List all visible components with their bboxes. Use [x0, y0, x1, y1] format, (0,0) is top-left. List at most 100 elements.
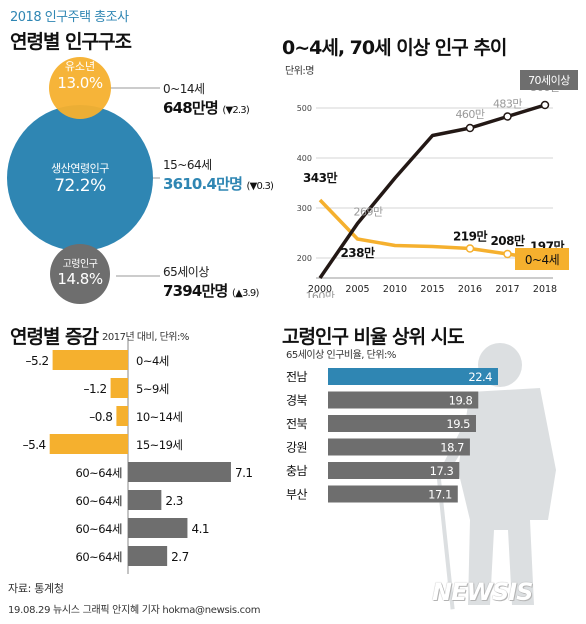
bar-value-5: 2.3: [165, 494, 183, 508]
bar-category-5: 60~64세: [76, 494, 122, 508]
bar-row-3: –5.4 15~19세: [23, 434, 183, 454]
legend-0-4-box: [515, 248, 569, 270]
ratio-bar-0: [328, 368, 498, 385]
elderly-circle-label: 고령인구 14.8%: [50, 255, 110, 288]
elderly-value: 7394만명: [163, 282, 228, 300]
bar-6: [128, 518, 188, 538]
label-70plus-2017: 483만: [493, 98, 522, 111]
structure-title: 연령별 인구구조: [10, 31, 132, 53]
youth-range: 0~14세: [163, 82, 205, 96]
ratio-row-0: 전남 22.4: [286, 368, 498, 385]
ratio-title: 고령인구 비율 상위 시도: [282, 326, 465, 348]
bar-row-4: 60~64세 7.1: [76, 462, 253, 482]
trend-line-chart: 200 300 400 500 2000 2005 2010 2015 2016 2017 2018…: [297, 70, 578, 298]
ratio-category-4: 충남: [286, 464, 308, 478]
bar-0: [52, 350, 128, 370]
elderly-label: 고령인구: [62, 259, 98, 270]
bar-value-6: 4.1: [191, 522, 209, 536]
ratio-value-0: 22.4: [468, 370, 492, 384]
point-0-4-2016: [465, 244, 475, 253]
bar-value-0: –5.2: [26, 354, 49, 368]
bar-row-2: –0.8 10~14세: [89, 406, 183, 426]
change-title: 연령별 증감: [10, 326, 99, 348]
bar-category-4: 60~64세: [76, 466, 122, 480]
working-age-circle: [7, 105, 153, 251]
ratio-bar-5: [328, 485, 458, 503]
label-0-4-2000: 343만: [303, 170, 338, 185]
ratio-bar-1: [328, 391, 479, 409]
credit-line: 19.08.29 뉴시스 그래픽 안지혜 기자 hokma@newsis.com: [8, 605, 261, 616]
youth-change: (▼2.3): [222, 105, 249, 116]
legend-70plus-text: 70세이상: [528, 74, 570, 87]
bar-7: [128, 546, 168, 566]
bar-1: [110, 378, 128, 398]
legend-0-4: 0~4세: [515, 248, 569, 270]
working-label: 생산연령인구: [51, 162, 109, 175]
bar-2: [116, 406, 128, 426]
legend-70plus: 70세이상: [520, 70, 578, 90]
working-range: 15~64세: [163, 158, 212, 172]
ratio-row-3: 강원 18.7: [286, 438, 470, 456]
bar-category-2: 10~14세: [136, 410, 182, 424]
change-bar-chart: –5.2 0~4세 –1.2 5~9세 –0.8 10~14세 –5.4 15~19세 60~6…: [23, 340, 253, 574]
ratio-bar-3: [328, 438, 470, 456]
bar-4: [128, 462, 231, 482]
youth-circle: [49, 57, 111, 119]
ratio-category-5: 부산: [286, 488, 308, 502]
working-pct: 72.2%: [54, 176, 106, 196]
x-tick-2005: 2005: [345, 284, 369, 295]
ratio-category-1: 경북: [286, 394, 308, 408]
infographic-header: 2018 인구주택 총조사: [10, 10, 129, 25]
bar-row-5: 60~64세 2.3: [76, 490, 183, 510]
bar-5: [128, 490, 162, 510]
ratio-category-0: 전남: [286, 370, 308, 384]
youth-pct: 13.0%: [57, 74, 103, 92]
working-stat: 15~64세 3610.4만명 (▼0.3): [163, 156, 274, 194]
point-70plus-2018: [540, 100, 550, 110]
structure-circles: [7, 57, 160, 304]
x-tick-2017: 2017: [495, 284, 519, 295]
label-70plus-2016: 460만: [455, 108, 484, 121]
legend-70plus-box: [520, 70, 578, 90]
label-0-4-2005: 238만: [340, 245, 375, 260]
legend-0-4-text: 0~4세: [525, 253, 559, 267]
working-change: (▼0.3): [246, 181, 274, 192]
bar-row-0: –5.2 0~4세: [26, 350, 169, 370]
x-tick-2018: 2018: [533, 284, 557, 295]
ratio-bar-4: [328, 462, 460, 479]
label-70plus-2005: 269만: [354, 206, 383, 219]
x-tick-2016: 2016: [458, 284, 482, 295]
x-tick-2015: 2015: [420, 284, 444, 295]
youth-label: 유소년: [64, 60, 96, 73]
bar-value-7: 2.7: [171, 550, 189, 564]
working-value: 3610.4만명: [163, 175, 243, 193]
ratio-value-4: 17.3: [430, 464, 454, 478]
bar-row-1: –1.2 5~9세: [84, 378, 169, 398]
bar-value-3: –5.4: [23, 438, 46, 452]
youth-circle-label: 유소년 13.0%: [50, 58, 110, 92]
x-tick-2010: 2010: [383, 284, 407, 295]
ratio-value-2: 19.5: [446, 417, 470, 431]
ratio-category-2: 전북: [286, 417, 308, 431]
ratio-value-1: 19.8: [449, 394, 473, 408]
ratio-value-5: 17.1: [428, 488, 452, 502]
y-tick-300: 300: [297, 204, 312, 213]
y-tick-500: 500: [297, 104, 312, 113]
working-circle-label: 생산연령인구 72.2%: [20, 160, 140, 196]
newsis-watermark: NEWSIS: [432, 578, 533, 606]
point-0-4-2017: [503, 249, 512, 259]
bar-category-3: 15~19세: [136, 438, 182, 452]
ratio-bar-chart: 전남 22.4 경북 19.8 전북 19.5 강원 18.7 충남 17.3 부산 17.1: [286, 368, 498, 503]
ratio-value-3: 18.7: [440, 441, 464, 455]
bar-row-7: 60~64세 2.7: [76, 546, 189, 566]
x-tick-2000: 2000: [308, 284, 332, 295]
ratio-category-3: 강원: [286, 441, 307, 455]
bar-value-4: 7.1: [235, 466, 253, 480]
bar-category-7: 60~64세: [76, 550, 122, 564]
ratio-note: 65세이상 인구비율, 단위:%: [286, 350, 396, 361]
source-note: 자료: 통계청: [8, 582, 64, 595]
elderly-stat: 65세이상 7394만명 (▲3.9): [163, 263, 259, 301]
bar-value-1: –1.2: [84, 382, 107, 396]
bar-value-2: –0.8: [89, 410, 112, 424]
point-70plus-2017: [503, 112, 512, 121]
